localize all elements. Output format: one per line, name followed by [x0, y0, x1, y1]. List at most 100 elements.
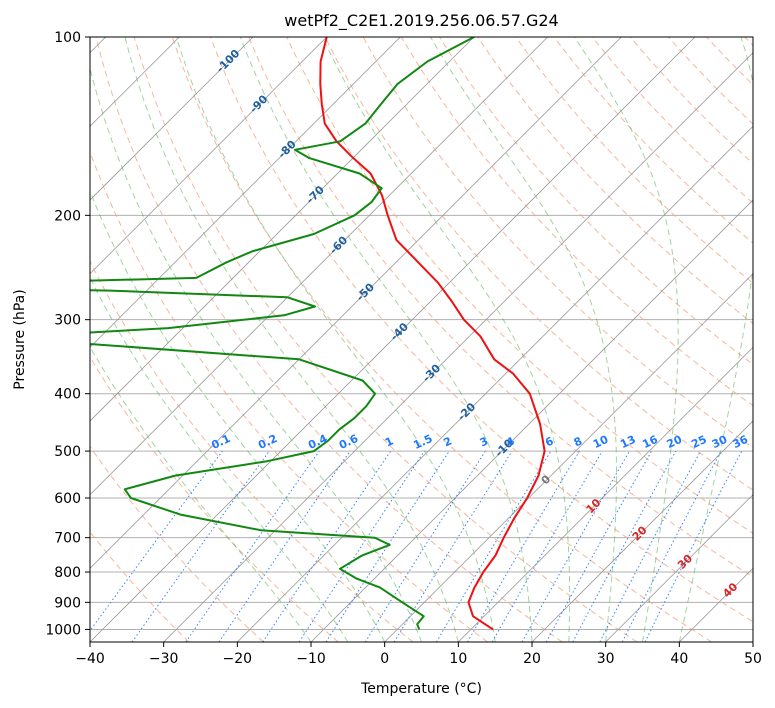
- isotherm-line: [679, 567, 753, 642]
- isotherms: [90, 37, 753, 642]
- dry-adiabat: [668, 37, 753, 125]
- plot-frame: [89, 36, 754, 643]
- isotherm-line: [163, 52, 753, 642]
- moist-adiabat: [322, 37, 571, 642]
- mixing-ratio-label: 30: [710, 433, 730, 451]
- x-tick-label: 0: [380, 651, 389, 667]
- dry-adiabat: [95, 37, 563, 642]
- y-tick-label: 600: [54, 491, 81, 507]
- x-tick-label: −10: [296, 651, 326, 667]
- isotherm-line: [752, 641, 753, 642]
- moist-adiabat: [90, 65, 422, 642]
- mixing-ratio-label: 36: [731, 433, 751, 451]
- isotherm-label: -60: [327, 233, 350, 256]
- isotherm-label: -100: [214, 47, 243, 76]
- y-axis: 100 200 300 400 500 600 700 800 900 1000: [45, 30, 90, 638]
- mixing-ratio-label: 0.2: [256, 432, 279, 452]
- x-tick-label: 20: [523, 651, 541, 667]
- dry-adiabats: [90, 37, 753, 642]
- y-tick-label: 400: [54, 387, 81, 403]
- dry-adiabat: [171, 37, 712, 642]
- moist-adiabat: [90, 345, 312, 642]
- mixing-ratio-line: [262, 450, 392, 642]
- isotherm-label: 10: [584, 496, 604, 516]
- dry-adiabat: [90, 150, 488, 642]
- dry-adiabat: [90, 259, 414, 642]
- isotherm-label: -50: [354, 280, 377, 303]
- moist-adiabat: [90, 276, 349, 642]
- moist-adiabat: [175, 37, 496, 642]
- isotherm-line: [605, 494, 753, 642]
- mixing-ratio-line: [545, 450, 653, 642]
- dry-adiabat: [210, 37, 753, 623]
- isotherm-line: [458, 346, 753, 642]
- moist-adiabat: [430, 37, 617, 642]
- x-axis-label: Temperature (°C): [360, 681, 482, 697]
- mixing-ratio-line: [435, 450, 552, 642]
- moist-adiabat: [678, 37, 753, 642]
- mixing-ratio-line: [90, 450, 223, 632]
- dewpoint-profile: [90, 37, 475, 630]
- y-tick-label: 300: [54, 313, 81, 329]
- isotherm-line: [237, 125, 753, 642]
- isotherm-line: [90, 37, 401, 348]
- temperature-profile: [319, 37, 546, 631]
- moist-adiabat: [574, 37, 679, 642]
- isotherm-label: 20: [630, 523, 650, 543]
- isotherm-line: [90, 37, 548, 496]
- x-tick-label: −40: [75, 651, 105, 667]
- y-tick-label: 100: [54, 30, 81, 46]
- mixing-ratio-label: 3: [478, 434, 490, 449]
- mixing-ratio-lines: [90, 450, 743, 642]
- mixing-ratio-label: 13: [618, 433, 637, 451]
- dry-adiabat: [515, 37, 753, 284]
- mixing-ratio-label: 0.4: [306, 432, 329, 452]
- y-tick-label: 900: [54, 595, 81, 611]
- isotherm-label: -20: [455, 400, 478, 423]
- chart-title: wetPf2_C2E1.2019.256.06.57.G24: [284, 11, 558, 31]
- mixing-ratio-line: [325, 450, 450, 642]
- mixing-ratio-line: [644, 450, 743, 642]
- dry-adiabat: [706, 37, 753, 86]
- y-axis-label: Pressure (hPa): [12, 289, 28, 389]
- isotherm-label: 30: [675, 552, 695, 572]
- mixing-ratio-line: [218, 450, 351, 642]
- isotherm-label: -40: [388, 320, 411, 343]
- mixing-ratio-line: [599, 450, 701, 642]
- mixing-ratio-label: 16: [640, 433, 660, 451]
- pressure-gridlines: [90, 37, 753, 630]
- isotherm-line: [310, 199, 753, 642]
- mixing-ratio-line: [521, 450, 630, 642]
- isotherm-label: -80: [276, 138, 299, 161]
- mixing-ratio-labels: 0.1 0.2 0.4 0.6 1 1.5 2 3 4 6 8 10 13 16 20 25 30 36: [209, 432, 750, 452]
- isotherm-line: [531, 420, 753, 642]
- x-tick-label: 10: [449, 651, 467, 667]
- mixing-ratio-line: [572, 450, 677, 642]
- isotherm-line: [90, 37, 696, 642]
- x-tick-label: 50: [744, 651, 762, 667]
- dry-adiabat: [744, 37, 753, 47]
- dry-adiabat: [90, 445, 264, 642]
- dry-adiabat: [553, 37, 753, 244]
- mixing-ratio-label: 0.1: [209, 432, 232, 452]
- mixing-ratio-label: 25: [689, 433, 708, 451]
- dry-adiabat: [286, 37, 753, 534]
- mixing-ratio-label: 8: [572, 434, 584, 449]
- x-tick-label: 40: [670, 651, 688, 667]
- moist-adiabat: [239, 37, 533, 642]
- x-tick-label: −30: [149, 651, 179, 667]
- mixing-ratio-label: 1.5: [411, 432, 434, 452]
- y-tick-label: 700: [54, 531, 81, 547]
- dry-adiabat: [248, 37, 753, 578]
- y-tick-label: 1000: [45, 622, 81, 638]
- isotherm-line: [90, 37, 327, 275]
- isotherm-line: [384, 273, 753, 642]
- y-tick-label: 500: [54, 444, 81, 460]
- dry-adiabat: [90, 356, 339, 642]
- isotherm-label: -90: [247, 92, 270, 115]
- mixing-ratio-line: [393, 450, 513, 642]
- mixing-ratio-line: [467, 450, 580, 642]
- moist-adiabats: [90, 37, 753, 642]
